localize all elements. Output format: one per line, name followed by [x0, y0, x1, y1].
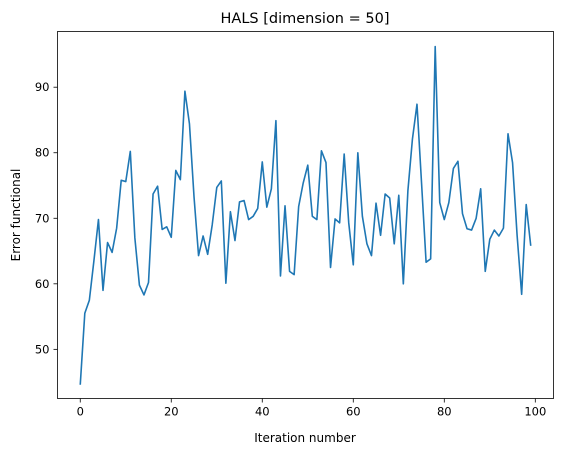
x-axis-label: Iteration number	[254, 431, 356, 445]
y-tick-label: 50	[35, 342, 50, 356]
tick-layer: 0 20 40 60 80 100 50 60 70 80 90	[35, 80, 546, 418]
y-axis-label: Error functional	[9, 169, 23, 262]
y-tick-label: 80	[35, 146, 50, 160]
series-line	[79, 45, 532, 385]
y-tick-label: 60	[35, 277, 50, 291]
x-tick-label: 100	[524, 405, 546, 419]
x-tick-label: 40	[255, 405, 270, 419]
x-tick-label: 0	[77, 405, 84, 419]
y-tick-label: 90	[35, 80, 50, 94]
y-tick-label: 70	[35, 211, 50, 225]
chart-title: HALS [dimension = 50]	[221, 11, 390, 27]
x-tick-label: 20	[164, 405, 179, 419]
plot-frame	[57, 31, 554, 399]
x-tick-label: 80	[437, 405, 452, 419]
x-tick-label: 60	[346, 405, 361, 419]
